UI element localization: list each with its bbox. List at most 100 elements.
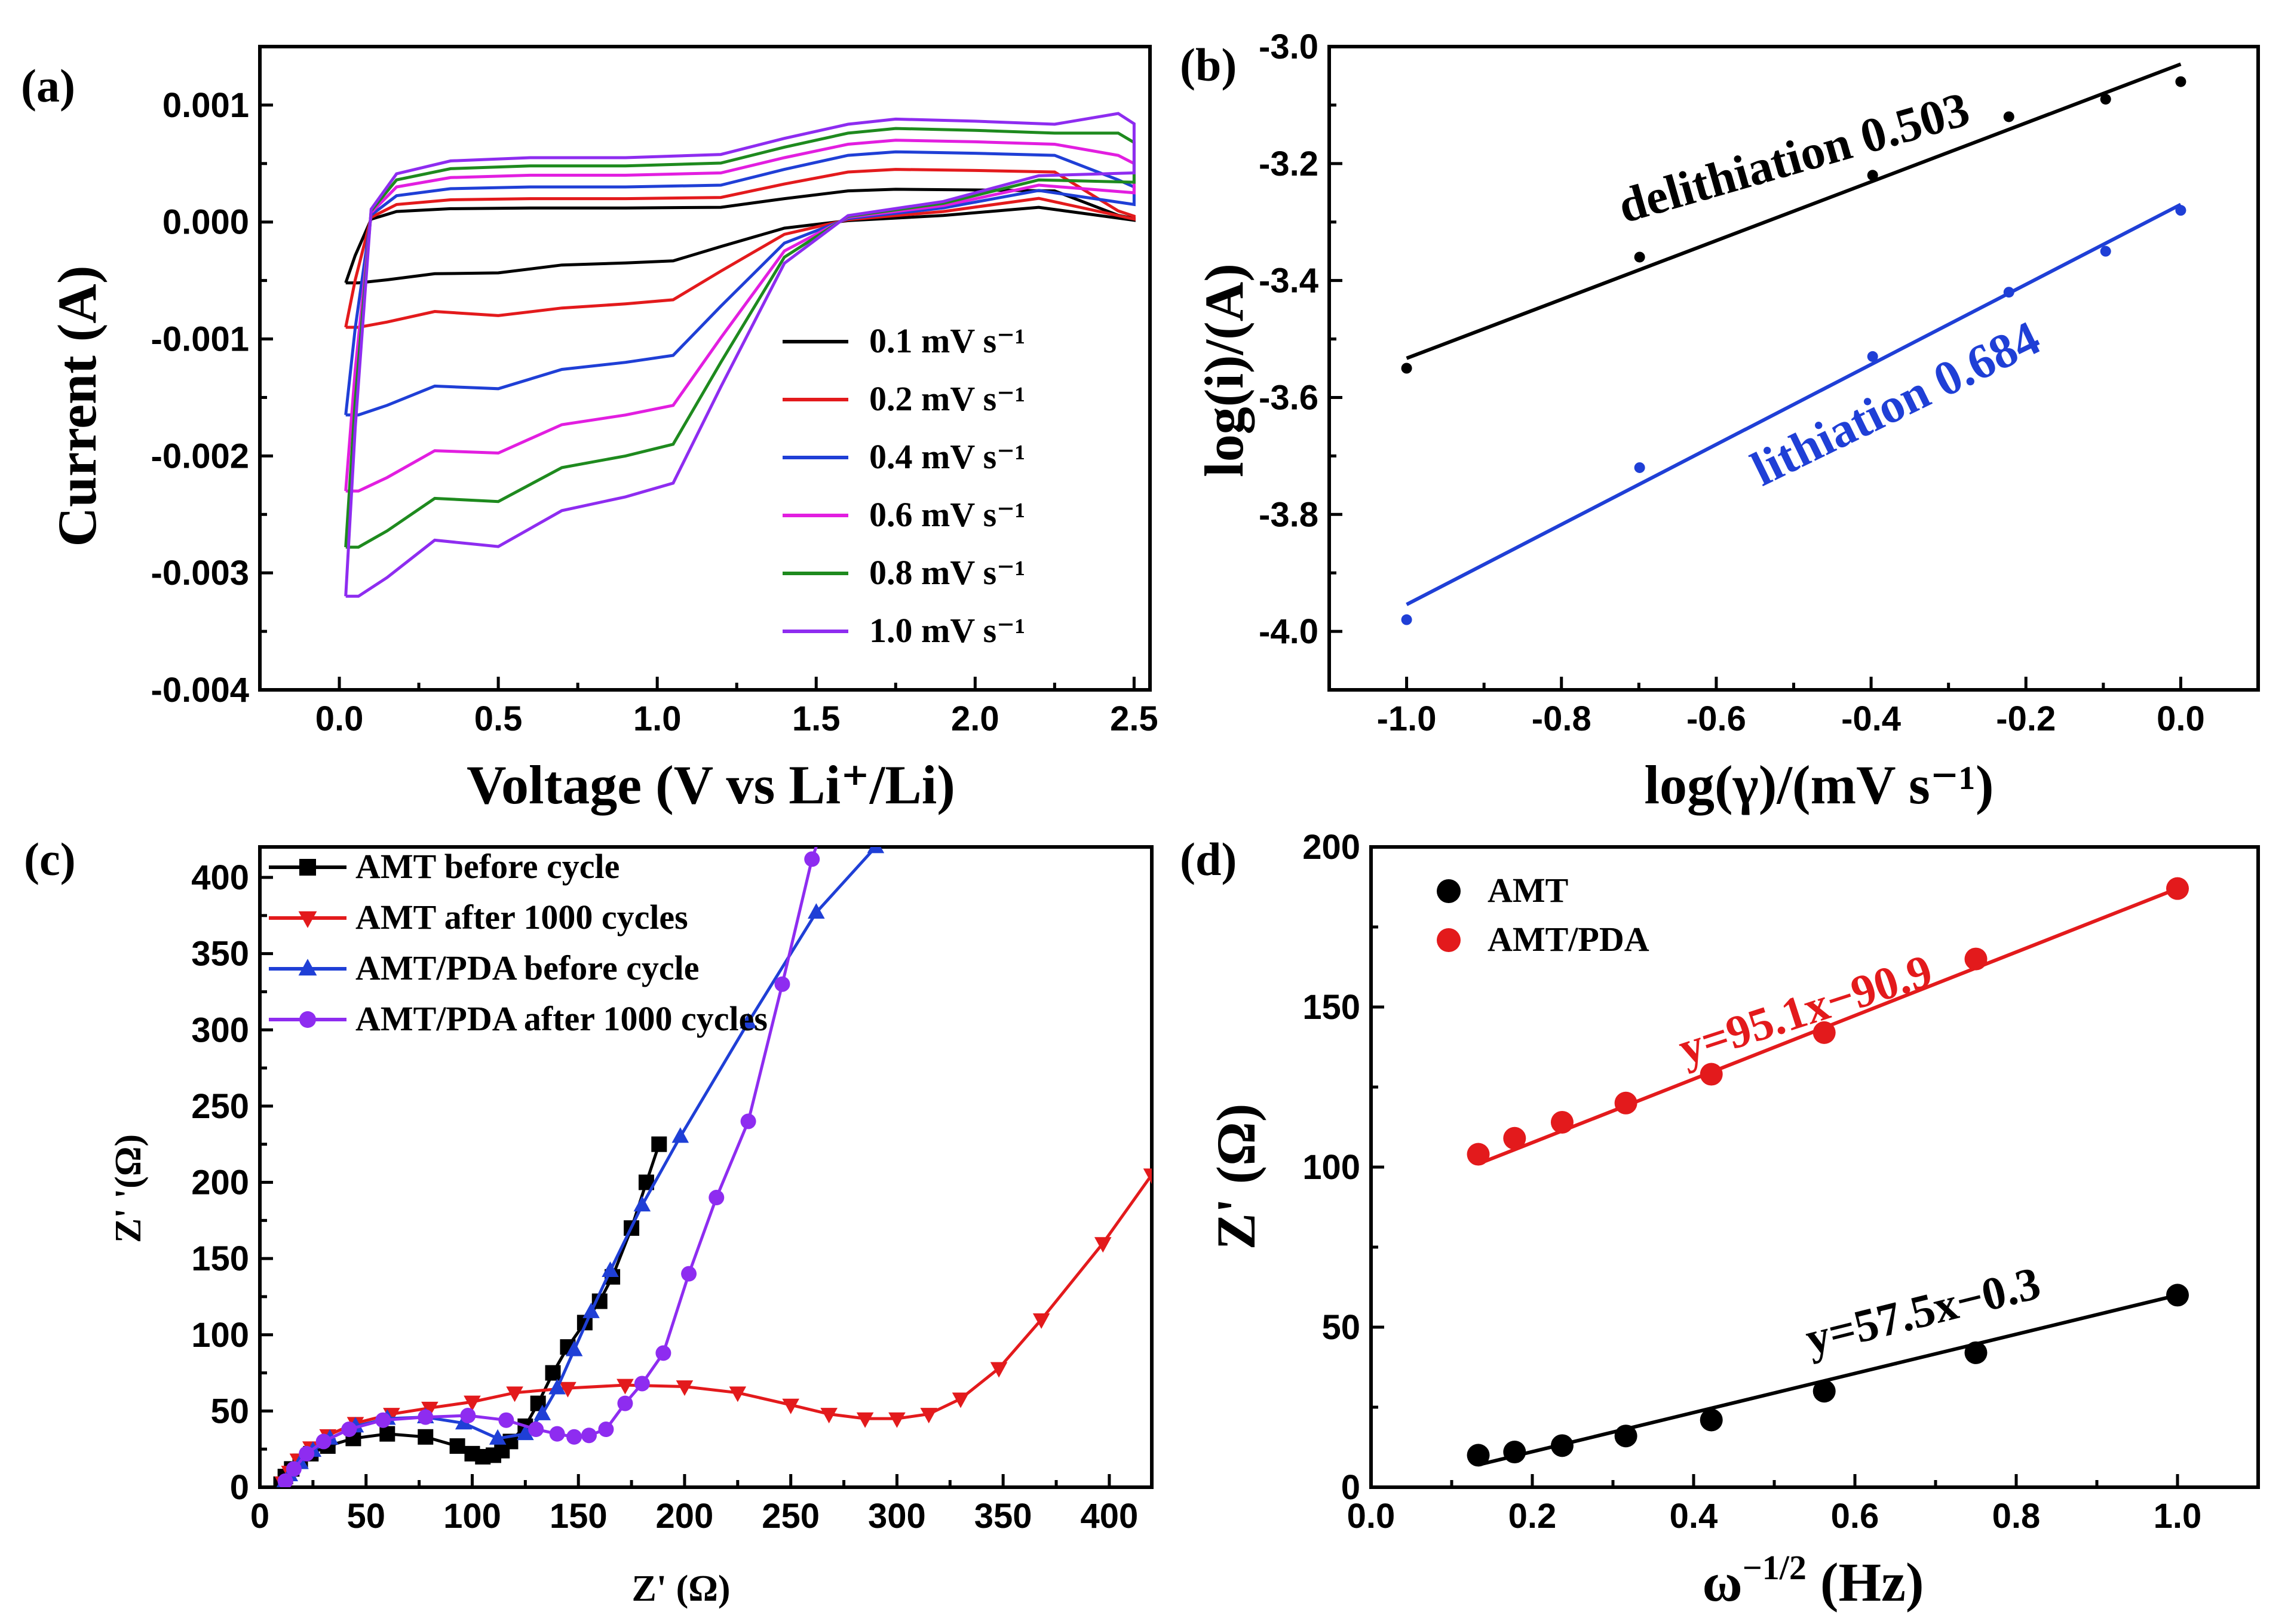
nyquist-marker-1 xyxy=(617,1379,634,1395)
x-tick-label: -0.8 xyxy=(1532,699,1591,738)
panel-b: (b) log(i)/(A) log(γ)/(mV s⁻¹) -1.0 -0.8-… xyxy=(1180,27,2260,815)
x-tick-label: 0.6 xyxy=(1831,1497,1879,1536)
y-tick-label: 100 xyxy=(191,1316,249,1355)
legend-label-c: AMT/PDA after 1000 cycles xyxy=(355,999,768,1038)
fit-line-delithiation xyxy=(1406,62,2182,360)
nyquist-marker-1 xyxy=(1094,1237,1112,1253)
data-point-AMT/PDA xyxy=(1503,1126,1526,1150)
y-tick-label: 100 xyxy=(1302,1148,1360,1187)
data-point-lithiation xyxy=(1634,462,1645,473)
nyquist-marker-2 xyxy=(633,1196,651,1212)
data-point-lithiation xyxy=(2003,287,2014,298)
legend-a: 0.1 mV s⁻¹ 0.2 mV s⁻¹ 0.4 mV s⁻¹ 0.6 mV s⁻¹… xyxy=(783,321,1025,650)
annotation-lithiation: lithiation 0.684 xyxy=(1743,311,2048,496)
nyquist-marker-2 xyxy=(582,1302,600,1318)
data-point-lithiation xyxy=(2175,205,2186,216)
y-tick-label: 150 xyxy=(1302,988,1360,1027)
nyquist-marker-3 xyxy=(581,1427,597,1444)
nyquist-marker-3 xyxy=(498,1412,514,1428)
nyquist-marker-1 xyxy=(920,1408,938,1424)
nyquist-marker-3 xyxy=(341,1422,357,1438)
legend-label-a: 0.8 mV s⁻¹ xyxy=(869,553,1025,592)
x-tick-label: 100 xyxy=(443,1497,501,1536)
nyquist-marker-0 xyxy=(545,1365,561,1381)
nyquist-marker-1 xyxy=(1032,1313,1050,1329)
xlabel-c: Z' (Ω) xyxy=(631,1568,730,1609)
panel-a: (a) Current (A) Voltage (V vs Li⁺/Li) 0.… xyxy=(21,45,1158,815)
panel-label-d: (d) xyxy=(1180,833,1237,885)
x-tick-label: 0.5 xyxy=(474,699,523,738)
data-point-AMT xyxy=(1964,1341,1988,1364)
x-tick-label: 1.5 xyxy=(792,699,841,738)
y-tick-label: 0.001 xyxy=(162,86,249,125)
data-point-AMT xyxy=(1503,1441,1526,1464)
nyquist-marker-1 xyxy=(820,1408,838,1424)
legend-label-c: AMT before cycle xyxy=(355,847,619,886)
nyquist-marker-2 xyxy=(867,847,885,854)
x-tick-label: 1.0 xyxy=(2154,1497,2202,1536)
nyquist-marker-3 xyxy=(709,1190,725,1206)
y-tick-label: -0.003 xyxy=(151,554,249,593)
data-point-AMT/PDA xyxy=(2166,877,2189,900)
nyquist-marker-3 xyxy=(634,1376,650,1392)
x-tick-label: 50 xyxy=(346,1497,385,1536)
x-tick-label: -0.6 xyxy=(1686,699,1746,738)
xlabel-a: Voltage (V vs Li⁺/Li) xyxy=(467,754,955,815)
series-group-c xyxy=(273,847,1152,1487)
x-tick-label: 400 xyxy=(1081,1497,1139,1536)
panel-label-b: (b) xyxy=(1180,39,1237,91)
plot-area-c: 0 50 100 150 200 250 300 350 400 0 50 100 150 200 250 3… xyxy=(191,845,1154,1536)
data-point-lithiation xyxy=(1401,614,1412,625)
legend-marker-c xyxy=(298,911,317,928)
annotation-amt: y=57.5x−0.3 xyxy=(1801,1257,2045,1365)
nyquist-marker-3 xyxy=(315,1433,332,1450)
ylabel-c: Z' '(Ω) xyxy=(108,1134,149,1243)
nyquist-marker-1 xyxy=(464,1395,481,1411)
legend-label-a: 0.6 mV s⁻¹ xyxy=(869,495,1025,534)
nyquist-marker-3 xyxy=(804,851,820,867)
data-point-delithiation xyxy=(1867,170,1878,181)
nyquist-marker-2 xyxy=(602,1261,619,1277)
data-point-AMT xyxy=(1550,1434,1574,1457)
data-point-AMT xyxy=(1467,1444,1490,1467)
legend-d: AMT AMT/PDA xyxy=(1437,871,1649,959)
y-tick-label: 350 xyxy=(191,935,249,974)
nyquist-marker-3 xyxy=(299,1445,315,1462)
x-tick-label: 0.0 xyxy=(315,699,364,738)
data-point-delithiation xyxy=(2100,94,2111,105)
nyquist-marker-2 xyxy=(740,1012,757,1029)
y-tick-label: -3.6 xyxy=(1259,378,1318,417)
data-point-AMT/PDA xyxy=(1812,1021,1836,1044)
data-point-AMT/PDA xyxy=(1964,947,1988,971)
data-point-delithiation xyxy=(2003,111,2014,122)
y-tick-label: 50 xyxy=(1321,1308,1360,1347)
xlabel-d: ω−1/2 (Hz) xyxy=(1702,1548,1924,1613)
legend-label-a: 0.4 mV s⁻¹ xyxy=(869,437,1025,476)
x-tick-label: -0.2 xyxy=(1996,699,2056,738)
panel-label-a: (a) xyxy=(21,60,75,112)
ylabel-a: Current (A) xyxy=(47,266,108,547)
plot-area-a: 0.0 0.5 1.0 1.5 2.0 2.5 0.001 0.000 -0.001 -0.002… xyxy=(151,45,1158,738)
panel-d: (d) Z' (Ω) ω−1/2 (Hz) 0.0 0.2 0.4 0.6 0.8 1.0… xyxy=(1180,828,2260,1613)
data-point-AMT xyxy=(2166,1284,2189,1307)
x-tick-label: 0.2 xyxy=(1508,1497,1557,1536)
x-tick-label: 0.0 xyxy=(2157,699,2205,738)
nyquist-marker-1 xyxy=(506,1386,523,1402)
data-point-AMT xyxy=(1614,1425,1637,1448)
y-tick-label: 200 xyxy=(1302,828,1360,867)
nyquist-marker-3 xyxy=(566,1429,582,1445)
nyquist-marker-1 xyxy=(1143,1168,1152,1184)
nyquist-marker-2 xyxy=(548,1379,566,1395)
nyquist-marker-3 xyxy=(528,1422,544,1438)
y-tick-label: -0.004 xyxy=(151,671,249,710)
nyquist-marker-3 xyxy=(681,1266,697,1282)
nyquist-marker-1 xyxy=(952,1392,970,1408)
plot-frame xyxy=(258,45,1152,692)
nyquist-marker-2 xyxy=(489,1429,507,1445)
y-tick-label: 0.000 xyxy=(162,203,249,242)
y-tick-label: -3.8 xyxy=(1259,495,1318,534)
legend-c: AMT before cycle AMT after 1000 cycles AMT… xyxy=(269,847,768,1038)
nyquist-marker-1 xyxy=(559,1382,576,1398)
data-point-delithiation xyxy=(1401,363,1412,374)
legend-label-c: AMT after 1000 cycles xyxy=(355,898,688,937)
